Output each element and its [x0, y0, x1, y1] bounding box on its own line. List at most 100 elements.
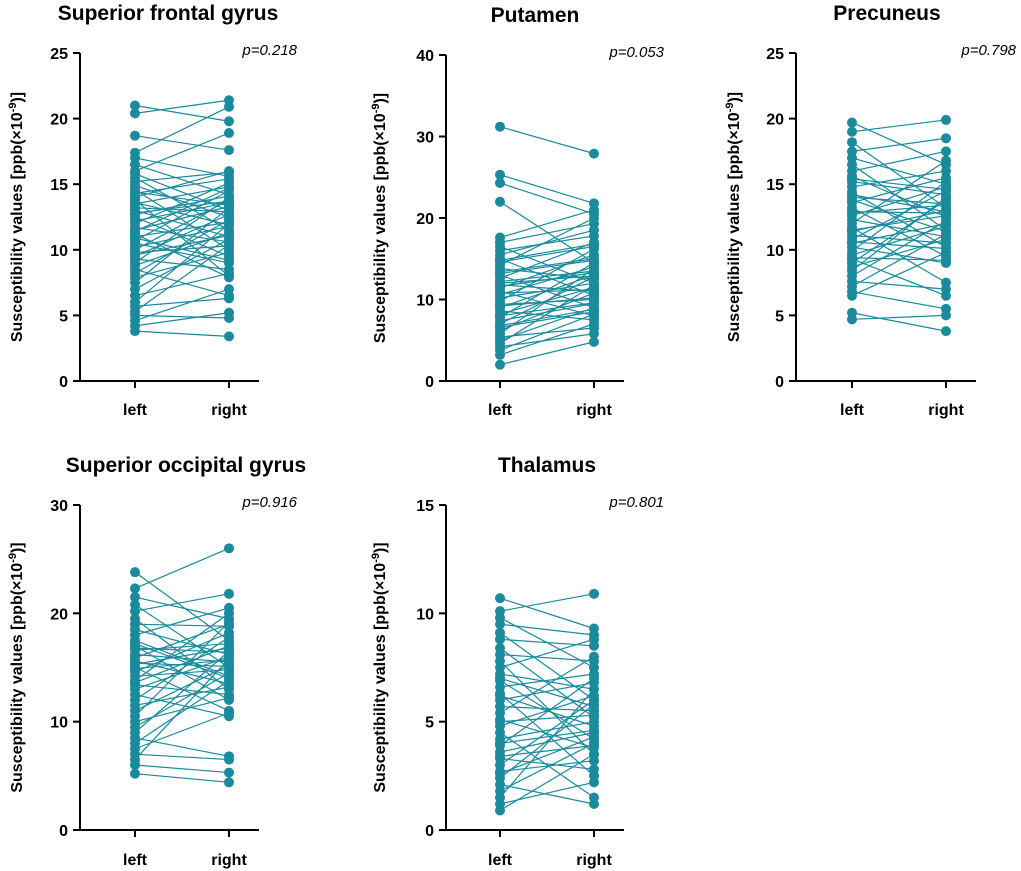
pair-line: [134, 237, 230, 261]
p-value-label: p=0.801: [608, 494, 664, 511]
data-point-right: [224, 588, 234, 599]
pair-line: [499, 781, 595, 805]
data-point-right: [224, 183, 234, 194]
pair-line: [499, 258, 595, 273]
y-tick-label: 15: [416, 498, 434, 515]
y-tick-label: 10: [50, 715, 68, 732]
pair-line: [499, 235, 595, 252]
pair-line: [499, 677, 595, 708]
data-point-right: [224, 145, 234, 156]
data-point-right: [589, 213, 599, 223]
data-point-right: [224, 543, 234, 554]
data-point-right: [941, 310, 951, 321]
pair-line: [134, 753, 230, 761]
pair-line: [851, 219, 947, 238]
data-point-left: [495, 255, 505, 266]
y-axis-label: Susceptibility values [ppb(×10-9)]: [370, 93, 389, 343]
pair-line: [134, 187, 230, 232]
pair-line: [499, 284, 595, 345]
data-point-right: [589, 764, 599, 775]
pair-line: [134, 612, 230, 681]
pair-line: [499, 623, 595, 636]
pair-line: [851, 199, 947, 233]
data-point-left: [847, 290, 857, 301]
data-point-left: [495, 349, 505, 360]
y-tick-label: 20: [50, 112, 68, 129]
y-tick-label: 0: [775, 374, 784, 391]
pair-line: [134, 209, 230, 238]
pair-line: [134, 178, 230, 194]
data-point-left: [130, 232, 140, 243]
pair-line: [134, 693, 230, 717]
y-tick-label: 25: [766, 46, 784, 63]
data-point-right: [224, 307, 234, 318]
pair-line: [134, 312, 230, 327]
pair-line: [134, 288, 230, 322]
data-point-right: [589, 740, 599, 751]
pair-line: [134, 170, 230, 198]
data-point-left: [130, 768, 140, 779]
pair-line: [851, 225, 947, 256]
pair-line: [851, 233, 947, 288]
y-tick-label: 0: [425, 374, 434, 391]
pair-line: [499, 341, 595, 366]
data-point-right: [941, 155, 951, 166]
pair-line: [851, 137, 947, 152]
y-axis-label: Susceptibility values [ppb(×10-9)]: [370, 542, 389, 792]
pair-line: [499, 270, 595, 283]
pair-line: [499, 760, 595, 773]
pair-line: [499, 308, 595, 327]
pair-line: [499, 695, 595, 727]
data-point-left: [495, 281, 505, 292]
data-point-left: [130, 658, 140, 669]
y-axis-label-end: )]: [726, 92, 743, 103]
pair-line: [134, 201, 230, 226]
data-point-right: [224, 777, 234, 788]
data-point-left: [130, 583, 140, 594]
pair-line: [134, 104, 230, 122]
chart-title: Thalamus: [498, 454, 596, 477]
data-point-right: [589, 673, 599, 684]
data-point-left: [847, 126, 857, 137]
data-point-right: [941, 206, 951, 217]
data-point-right: [589, 328, 599, 339]
data-point-left: [495, 593, 505, 604]
y-tick-label: 0: [425, 823, 434, 840]
data-point-right: [589, 731, 599, 742]
y-tick-label: 10: [416, 606, 434, 623]
data-point-left: [847, 208, 857, 219]
data-point-right: [224, 331, 234, 342]
data-point-right: [224, 166, 234, 177]
pair-line: [499, 729, 595, 744]
pair-line: [499, 638, 595, 669]
pair-line: [499, 276, 595, 325]
pair-line: [499, 638, 595, 647]
y-axis-label-end: )]: [9, 92, 26, 103]
pair-line: [134, 571, 230, 641]
pair-line: [499, 223, 595, 244]
data-point-right: [224, 116, 234, 127]
data-point-right: [941, 192, 951, 203]
pair-line: [134, 684, 230, 696]
y-axis-label-main: Susceptibility values [ppb(×10: [9, 563, 26, 793]
pair-line: [499, 721, 595, 740]
pair-line: [134, 199, 230, 277]
pair-line: [851, 150, 947, 172]
y-axis-label: Susceptibility values [ppb(×10-9)]: [724, 92, 743, 342]
pair-line: [851, 164, 947, 231]
y-axis-label: Susceptibility values [ppb(×10-9)]: [7, 542, 26, 792]
data-point-left: [495, 634, 505, 645]
pair-line: [499, 593, 595, 612]
pair-line: [499, 310, 595, 321]
data-point-right: [589, 204, 599, 215]
pair-line: [851, 141, 947, 209]
pair-line: [851, 204, 947, 214]
data-point-right: [589, 284, 599, 295]
pair-line: [134, 171, 230, 183]
pair-line: [851, 194, 947, 213]
pair-line: [499, 656, 595, 714]
data-point-right: [224, 268, 234, 279]
data-point-right: [224, 617, 234, 627]
pair-line: [134, 244, 230, 312]
